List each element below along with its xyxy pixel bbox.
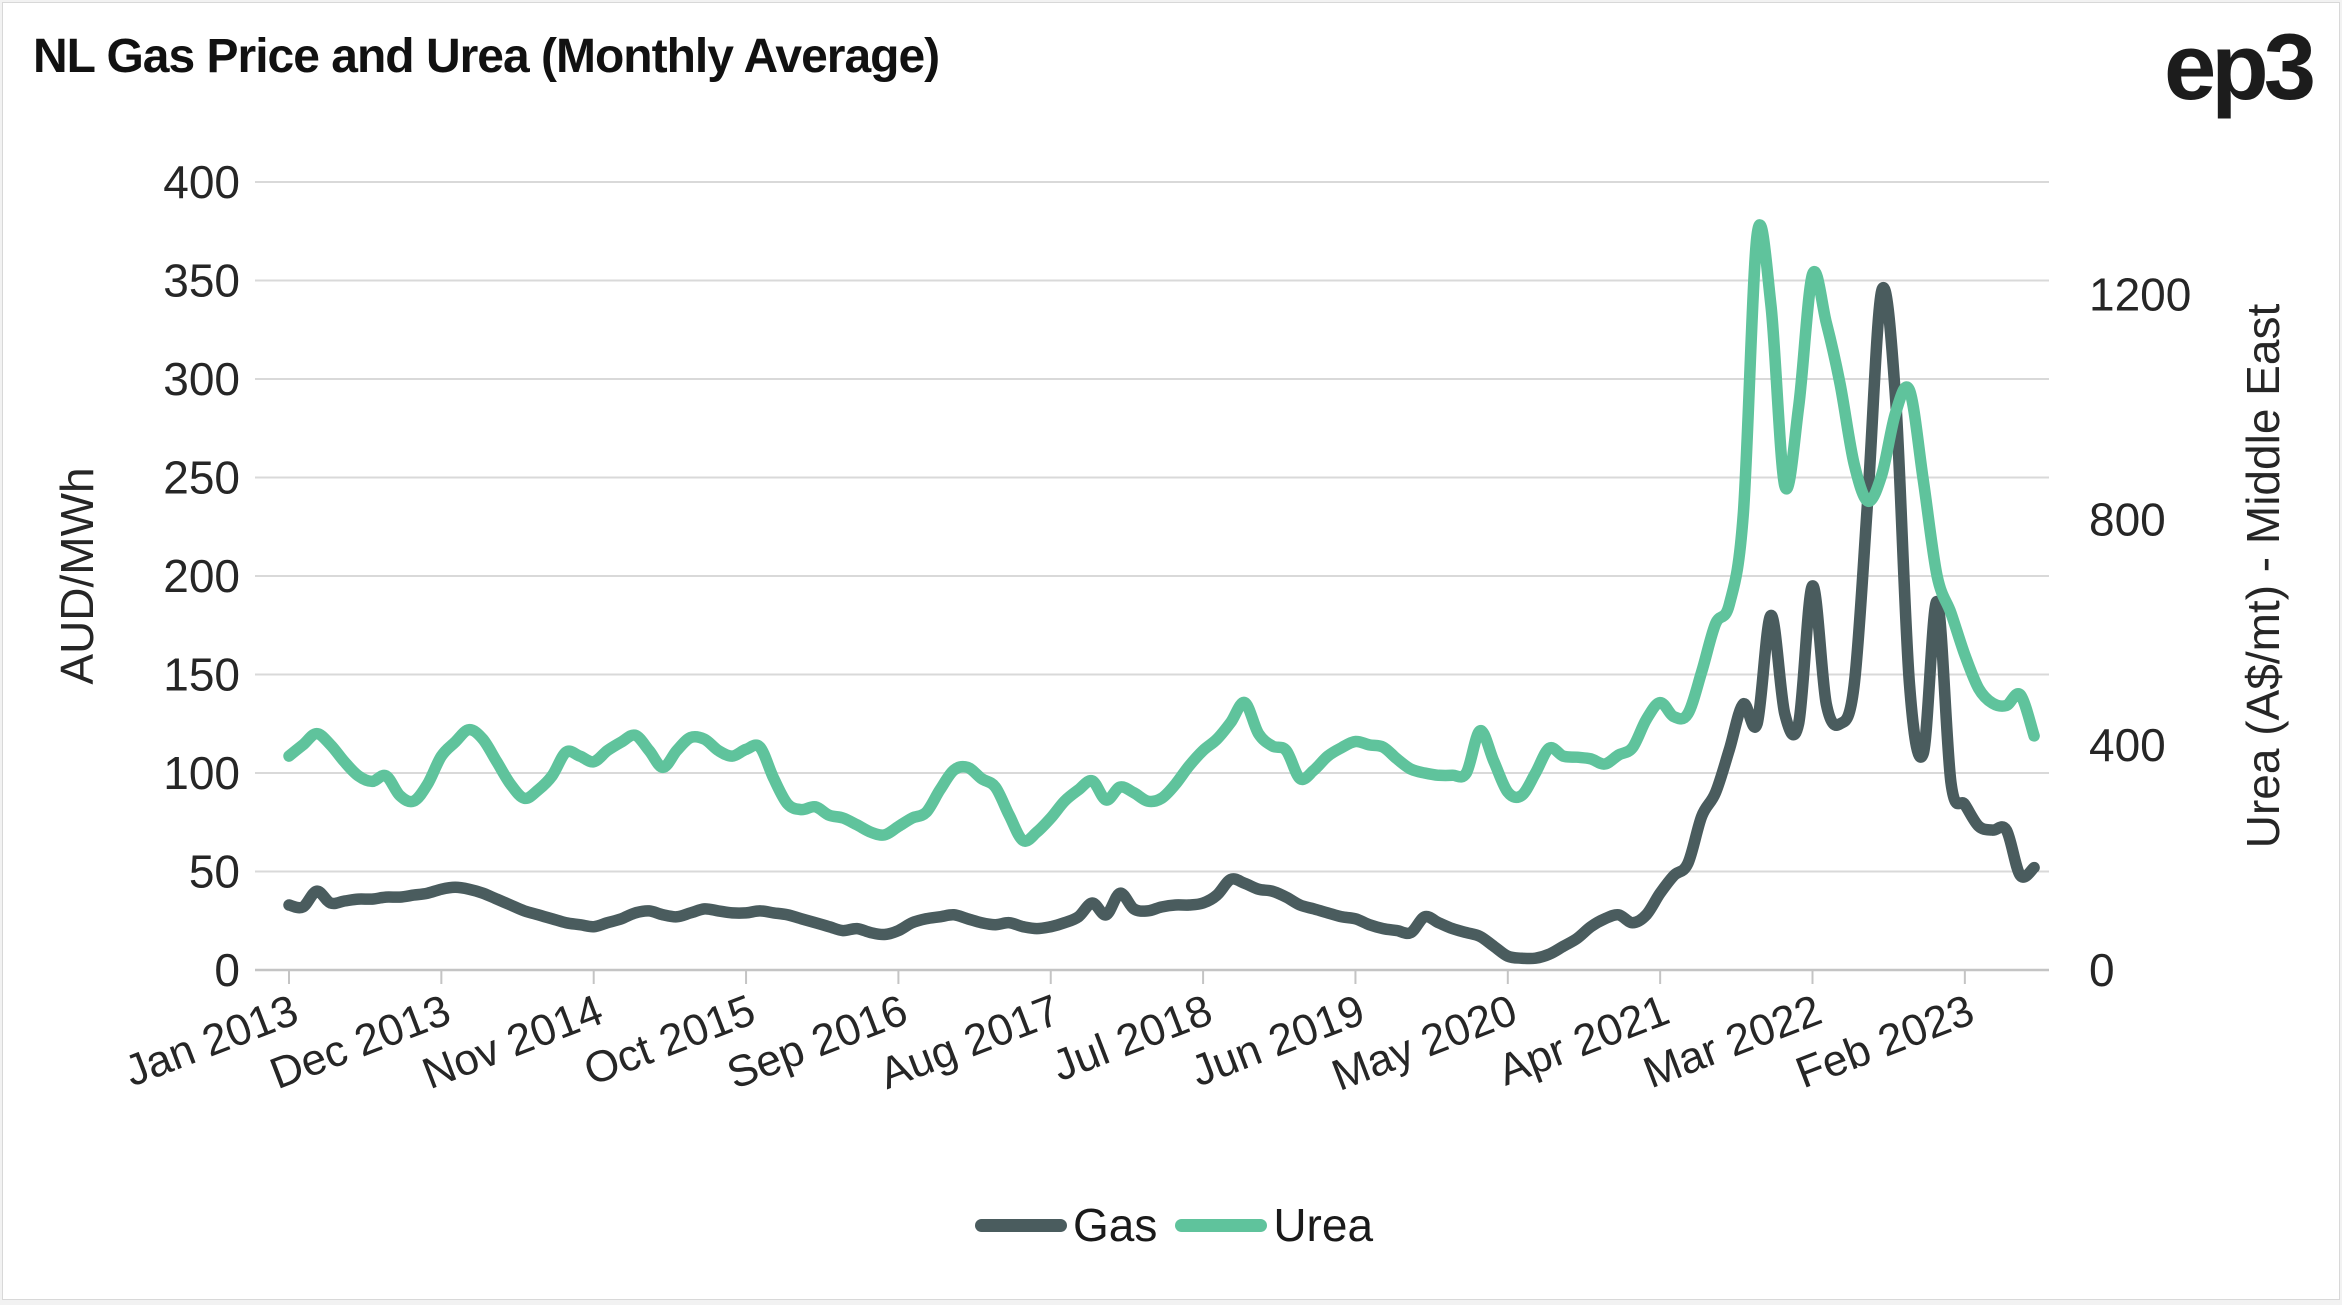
right-axis-tick-label: 0 bbox=[2089, 944, 2115, 996]
left-axis-tick-label: 0 bbox=[214, 944, 240, 996]
x-tick-label: Jul 2018 bbox=[1046, 986, 1219, 1091]
gas-series-line bbox=[283, 282, 2040, 965]
legend: Gas Urea bbox=[3, 1198, 2342, 1252]
urea-series-line bbox=[283, 219, 2040, 847]
left-axis-tick-label: 150 bbox=[163, 649, 240, 701]
legend-label-urea: Urea bbox=[1273, 1199, 1374, 1251]
line-chart: 0 50 100 150 200 250 300 350 400 0 400 800 1200 Jan 2… bbox=[51, 156, 2289, 1101]
legend-item-urea: Urea bbox=[1175, 1198, 1373, 1252]
left-axis-tick-label: 100 bbox=[163, 747, 240, 799]
left-axis-tick-label: 200 bbox=[163, 550, 240, 602]
right-axis-tick-label: 1200 bbox=[2089, 269, 2191, 321]
left-axis-tick-label: 250 bbox=[163, 452, 240, 504]
right-axis-title: Urea (A$/mt) - Middle East bbox=[2237, 304, 2289, 849]
ep3-logo: ep3 bbox=[2164, 14, 2316, 119]
page-title: NL Gas Price and Urea (Monthly Average) bbox=[33, 30, 940, 83]
right-axis-tick-label: 400 bbox=[2089, 719, 2166, 771]
urea-line-swatch bbox=[1175, 1218, 1268, 1232]
gridlines: 0 50 100 150 200 250 300 350 400 0 400 800 1200 bbox=[163, 156, 2191, 996]
x-tick-label: Feb 2023 bbox=[1789, 986, 1980, 1098]
left-axis-title: AUD/MWh bbox=[51, 467, 103, 684]
left-axis-tick-label: 350 bbox=[163, 255, 240, 307]
legend-item-gas: Gas bbox=[974, 1198, 1158, 1252]
left-axis-tick-label: 300 bbox=[163, 353, 240, 405]
right-axis-tick-label: 800 bbox=[2089, 494, 2166, 546]
left-axis-tick-label: 400 bbox=[163, 156, 240, 208]
gas-line-swatch bbox=[974, 1218, 1067, 1232]
legend-label-gas: Gas bbox=[1072, 1199, 1158, 1251]
left-axis-tick-label: 50 bbox=[189, 846, 240, 898]
